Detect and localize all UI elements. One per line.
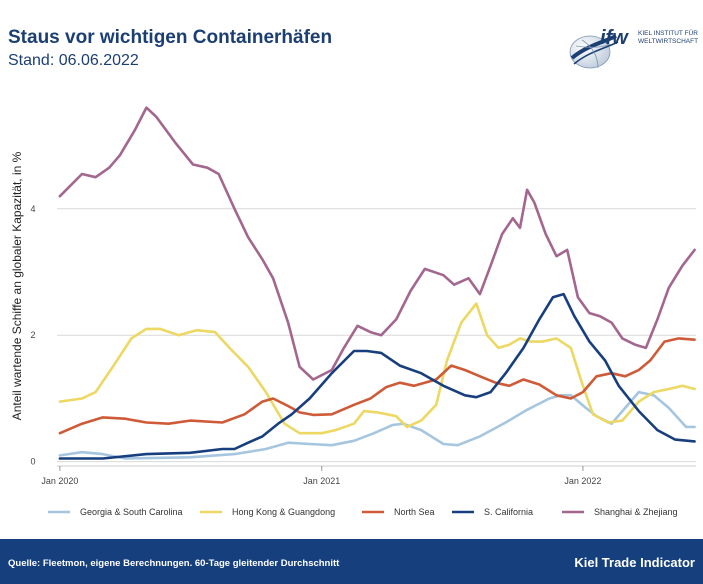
- legend: Georgia & South Carolina Hong Kong & Guan…: [48, 507, 678, 517]
- logo-line-2: WELTWIRTSCHAFT: [638, 38, 698, 45]
- y-tick-label: 2: [30, 330, 35, 340]
- brand-label: Kiel Trade Indicator: [574, 555, 695, 570]
- globe-icon: ifw KIEL INSTITUT FÜR WELTWIRTSCHAFT: [569, 27, 698, 69]
- y-tick-label: 0: [30, 457, 35, 467]
- series-line: [58, 302, 696, 435]
- source-note: Quelle: Fleetmon, eigene Berechnungen. 6…: [8, 558, 340, 569]
- logo-mark: ifw: [600, 27, 629, 49]
- ifw-logo: ifw KIEL INSTITUT FÜR WELTWIRTSCHAFT: [564, 22, 703, 78]
- logo-line-1: KIEL INSTITUT FÜR: [638, 29, 698, 37]
- axes: 0 2 4 Jan 2020 Jan 2021 Jan 2022: [30, 204, 696, 486]
- y-axis-label: Anteil wartende Schiffe an globaler Kapa…: [10, 151, 24, 420]
- legend-label: Hong Kong & Guangdong: [232, 507, 335, 517]
- footer-bar: Quelle: Fleetmon, eigene Berechnungen. 6…: [0, 539, 703, 584]
- legend-label: North Sea: [394, 507, 435, 517]
- legend-label: Georgia & South Carolina: [80, 507, 183, 517]
- legend-label: Shanghai & Zhejiang: [594, 507, 678, 517]
- x-tick-label: Jan 2022: [564, 476, 601, 486]
- gridlines: [57, 208, 696, 463]
- line-chart: 0 2 4 Jan 2020 Jan 2021 Jan 2022 Georgia & So…: [10, 106, 696, 517]
- series-line: [58, 292, 696, 460]
- x-tick-label: Jan 2020: [41, 476, 78, 486]
- chart-title: Staus vor wichtigen Containerhäfen: [8, 27, 333, 48]
- x-tick-label: Jan 2021: [303, 476, 340, 486]
- y-tick-label: 4: [30, 204, 35, 214]
- series-line: [58, 390, 696, 460]
- series-line: [58, 106, 696, 381]
- series-lines: [58, 106, 696, 460]
- series-line: [58, 337, 696, 435]
- legend-label: S. California: [484, 507, 533, 517]
- chart-subtitle: Stand: 06.06.2022: [8, 52, 139, 69]
